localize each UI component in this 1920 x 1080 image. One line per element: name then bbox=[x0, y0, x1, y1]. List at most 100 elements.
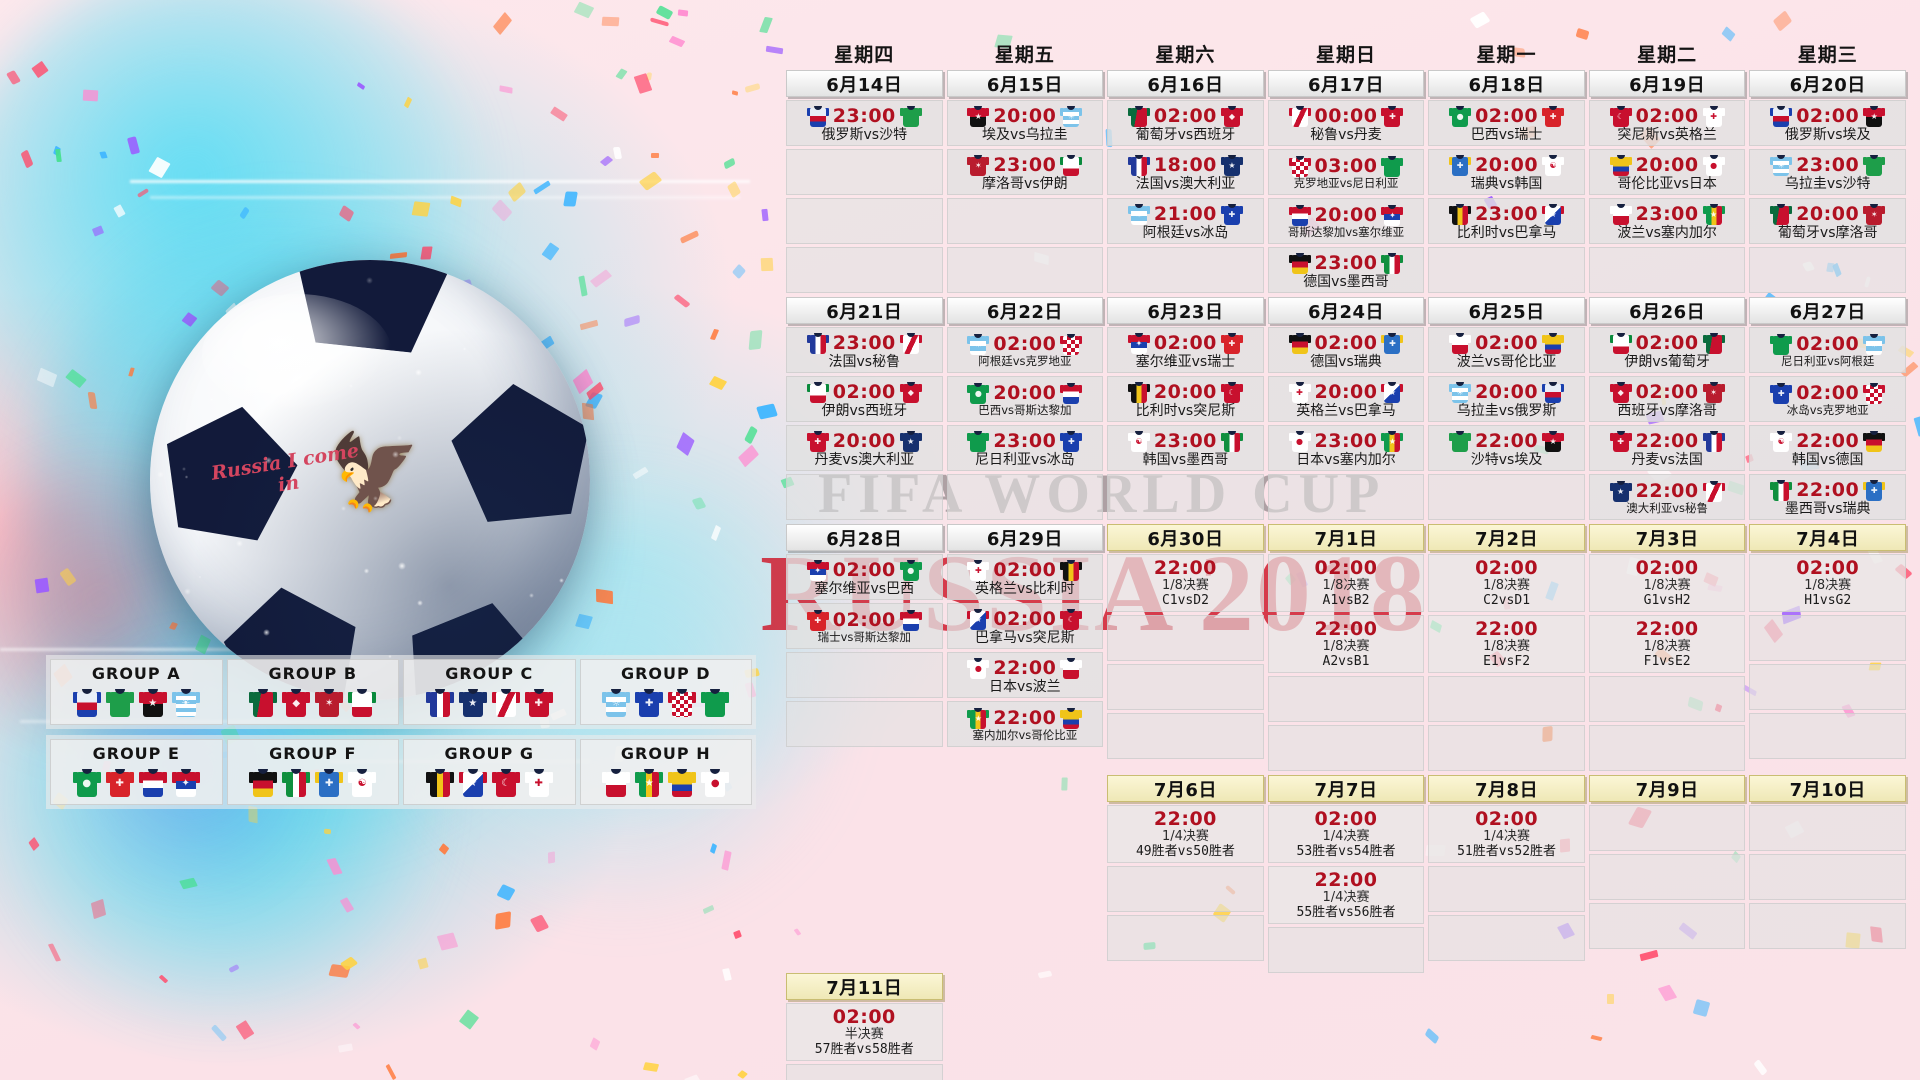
date-header[interactable]: 7月10日 bbox=[1749, 775, 1906, 802]
date-header[interactable]: 7月4日 bbox=[1749, 524, 1906, 551]
group-match-cell[interactable]: 00:00 ✚ 秘鲁vs丹麦 bbox=[1267, 100, 1425, 146]
group-match-cell[interactable]: 22:00 ✚ 墨西哥vs瑞典 bbox=[1749, 474, 1906, 520]
date-header[interactable]: 6月28日 bbox=[786, 524, 943, 551]
group-match-cell[interactable]: ✦ 02:00 ● 塞尔维亚vs巴西 bbox=[786, 554, 943, 600]
knockout-match-cell[interactable]: 22:00 1/8决赛 A2vsB1 bbox=[1267, 615, 1425, 673]
group-d[interactable]: GROUP D ☼ ✚ bbox=[579, 659, 752, 725]
jersey-emblem: ● bbox=[974, 664, 982, 673]
date-header[interactable]: 6月22日 bbox=[946, 297, 1104, 324]
date-header[interactable]: 6月14日 bbox=[786, 70, 943, 97]
group-a[interactable]: GROUP A ★ ☀ bbox=[50, 659, 223, 725]
group-match-cell[interactable]: ☀ 20:00 乌拉圭vs俄罗斯 bbox=[1428, 376, 1585, 422]
group-match-cell[interactable]: 02:00 ☼ 尼日利亚vs阿根廷 bbox=[1749, 327, 1906, 373]
group-match-cell[interactable]: ● 22:00 日本vs波兰 bbox=[946, 652, 1104, 698]
date-header[interactable]: 7月1日 bbox=[1267, 524, 1425, 551]
knockout-match-cell[interactable]: 02:00 1/8决赛 G1vsH2 bbox=[1588, 554, 1746, 612]
date-header[interactable]: 6月16日 bbox=[1107, 70, 1264, 97]
date-header[interactable]: 6月23日 bbox=[1107, 297, 1264, 324]
group-h[interactable]: GROUP H ★ ● bbox=[579, 739, 752, 805]
date-header[interactable]: 7月6日 bbox=[1107, 775, 1264, 802]
group-match-cell[interactable]: ✚ 02:00 冰岛vs克罗地亚 bbox=[1749, 376, 1906, 422]
group-match-cell[interactable]: 02:00 ★ 俄罗斯vs埃及 bbox=[1749, 100, 1906, 146]
date-header[interactable]: 6月20日 bbox=[1749, 70, 1906, 97]
knockout-match-cell[interactable]: 22:00 1/8决赛 F1vsE2 bbox=[1588, 615, 1746, 673]
knockout-match-cell[interactable]: 02:00 1/8决赛 H1vsG2 bbox=[1749, 554, 1906, 612]
jersey-sleeve bbox=[1078, 385, 1083, 394]
group-match-cell[interactable]: 02:00 ◆ 葡萄牙vs西班牙 bbox=[1107, 100, 1264, 146]
group-match-cell[interactable]: 20:00 ✶ 葡萄牙vs摩洛哥 bbox=[1749, 198, 1906, 244]
group-match-cell[interactable]: ★ 22:00 塞内加尔vs哥伦比亚 bbox=[946, 701, 1104, 747]
date-header[interactable]: 6月30日 bbox=[1107, 524, 1264, 551]
group-match-cell[interactable]: ☾ 02:00 ✚ 突尼斯vs英格兰 bbox=[1588, 100, 1746, 146]
group-match-cell[interactable]: 02:00 ✚ 德国vs瑞典 bbox=[1267, 327, 1425, 373]
group-match-cell[interactable]: 23:00 ✚ 尼日利亚vs冰岛 bbox=[946, 425, 1104, 471]
group-c[interactable]: GROUP C ★ ✚ bbox=[403, 659, 576, 725]
group-match-cell[interactable]: ★ 22:00 澳大利亚vs秘鲁 bbox=[1588, 474, 1746, 520]
group-match-cell[interactable]: 02:00 伊朗vs葡萄牙 bbox=[1588, 327, 1746, 373]
date-header[interactable]: 6月21日 bbox=[786, 297, 943, 324]
group-match-cell[interactable]: 23:00 法国vs秘鲁 bbox=[786, 327, 943, 373]
group-match-cell[interactable]: 03:00 克罗地亚vs尼日利亚 bbox=[1267, 149, 1425, 195]
date-header[interactable]: 7月8日 bbox=[1428, 775, 1585, 802]
knockout-match-cell[interactable]: 02:00 半决赛 57胜者vs58胜者 bbox=[786, 1003, 943, 1061]
date-header[interactable]: 7月3日 bbox=[1588, 524, 1746, 551]
group-match-cell[interactable]: 20:00 ✦ 哥斯达黎加vs塞尔维亚 bbox=[1267, 198, 1425, 244]
group-match-cell[interactable]: ★ 02:00 ☾ 巴拿马vs突尼斯 bbox=[946, 603, 1104, 649]
group-match-cell[interactable]: ★ 20:00 ☀ 埃及vs乌拉圭 bbox=[946, 100, 1104, 146]
group-match-cell[interactable]: 20:00 ☾ 比利时vs突尼斯 bbox=[1107, 376, 1264, 422]
group-g[interactable]: GROUP G ★ ☾ ✚ bbox=[403, 739, 576, 805]
group-match-cell[interactable]: 22:00 ★ 沙特vs埃及 bbox=[1428, 425, 1585, 471]
group-match-cell[interactable]: ☼ 21:00 ✚ 阿根廷vs冰岛 bbox=[1107, 198, 1264, 244]
group-match-cell[interactable]: ✚ 02:00 英格兰vs比利时 bbox=[946, 554, 1104, 600]
group-match-cell[interactable]: ✚ 20:00 ★ 丹麦vs澳大利亚 bbox=[786, 425, 943, 471]
date-header[interactable]: 6月29日 bbox=[946, 524, 1104, 551]
date-header[interactable]: 6月18日 bbox=[1428, 70, 1585, 97]
group-match-cell[interactable]: 18:00 ★ 法国vs澳大利亚 bbox=[1107, 149, 1264, 195]
date-header[interactable]: 7月2日 bbox=[1428, 524, 1585, 551]
knockout-match-cell[interactable]: 02:00 1/4决赛 51胜者vs52胜者 bbox=[1428, 805, 1585, 863]
group-match-cell[interactable]: ✦ 02:00 ✚ 塞尔维亚vs瑞士 bbox=[1107, 327, 1264, 373]
date-header[interactable]: 7月11日 bbox=[786, 973, 943, 1000]
jersey-collar bbox=[500, 769, 511, 774]
group-match-cell[interactable]: ✚ 22:00 丹麦vs法国 bbox=[1588, 425, 1746, 471]
date-header[interactable]: 6月26日 bbox=[1588, 297, 1746, 324]
group-e[interactable]: GROUP E ● ✚ ✦ bbox=[50, 739, 223, 805]
group-match-cell[interactable]: ☼ 02:00 阿根廷vs克罗地亚 bbox=[946, 327, 1104, 373]
group-b[interactable]: GROUP B ◆ ✶ bbox=[226, 659, 399, 725]
date-header[interactable]: 7月7日 bbox=[1267, 775, 1425, 802]
group-match-cell[interactable]: ◆ 02:00 ✶ 西班牙vs摩洛哥 bbox=[1588, 376, 1746, 422]
knockout-match-cell[interactable]: 02:00 1/4决赛 53胜者vs54胜者 bbox=[1267, 805, 1425, 863]
date-header[interactable]: 6月19日 bbox=[1588, 70, 1746, 97]
group-match-cell[interactable]: 02:00 ◆ 伊朗vs西班牙 bbox=[786, 376, 943, 422]
group-match-cell[interactable]: ✶ 23:00 摩洛哥vs伊朗 bbox=[946, 149, 1104, 195]
date-header[interactable]: 6月17日 bbox=[1267, 70, 1425, 97]
group-match-cell[interactable]: ● 20:00 巴西vs哥斯达黎加 bbox=[946, 376, 1104, 422]
knockout-match-cell[interactable]: 22:00 1/4决赛 49胜者vs50胜者 bbox=[1107, 805, 1264, 863]
group-match-cell[interactable]: ☯ 23:00 韩国vs墨西哥 bbox=[1107, 425, 1264, 471]
group-match-cell[interactable]: ☀ 23:00 乌拉圭vs沙特 bbox=[1749, 149, 1906, 195]
date-header[interactable]: 6月25日 bbox=[1428, 297, 1585, 324]
group-f[interactable]: GROUP F ✚ ☯ bbox=[226, 739, 399, 805]
group-match-cell[interactable]: 02:00 波兰vs哥伦比亚 bbox=[1428, 327, 1585, 373]
group-match-cell[interactable]: ● 23:00 ★ 日本vs塞内加尔 bbox=[1267, 425, 1425, 471]
group-match-cell[interactable]: ✚ 02:00 瑞士vs哥斯达黎加 bbox=[786, 603, 943, 649]
date-header[interactable]: 7月9日 bbox=[1588, 775, 1746, 802]
knockout-match-cell[interactable]: 02:00 1/8决赛 A1vsB2 bbox=[1267, 554, 1425, 612]
knockout-match-cell[interactable]: 22:00 1/8决赛 C1vsD2 bbox=[1107, 554, 1264, 612]
group-match-cell[interactable]: 23:00 德国vs墨西哥 bbox=[1267, 247, 1425, 293]
group-match-cell[interactable]: 23:00 ★ 比利时vs巴拿马 bbox=[1428, 198, 1585, 244]
date-header[interactable]: 6月27日 bbox=[1749, 297, 1906, 324]
group-match-cell[interactable]: 23:00 俄罗斯vs沙特 bbox=[786, 100, 943, 146]
knockout-match-cell[interactable]: 02:00 1/8决赛 C2vsD1 bbox=[1428, 554, 1585, 612]
knockout-match-cell[interactable]: 22:00 1/4决赛 55胜者vs56胜者 bbox=[1267, 866, 1425, 924]
date-header[interactable]: 6月15日 bbox=[946, 70, 1104, 97]
jersey-body bbox=[142, 772, 163, 797]
group-match-cell[interactable]: ☯ 22:00 韩国vs德国 bbox=[1749, 425, 1906, 471]
group-match-cell[interactable]: ✚ 20:00 ☯ 瑞典vs韩国 bbox=[1428, 149, 1585, 195]
group-match-cell[interactable]: 20:00 ● 哥伦比亚vs日本 bbox=[1588, 149, 1746, 195]
knockout-match-cell[interactable]: 22:00 1/8决赛 E1vsF2 bbox=[1428, 615, 1585, 673]
date-header[interactable]: 6月24日 bbox=[1267, 297, 1425, 324]
group-match-cell[interactable]: ✚ 20:00 ★ 英格兰vs巴拿马 bbox=[1267, 376, 1425, 422]
group-match-cell[interactable]: ● 02:00 ✚ 巴西vs瑞士 bbox=[1428, 100, 1585, 146]
group-match-cell[interactable]: 23:00 ★ 波兰vs塞内加尔 bbox=[1588, 198, 1746, 244]
